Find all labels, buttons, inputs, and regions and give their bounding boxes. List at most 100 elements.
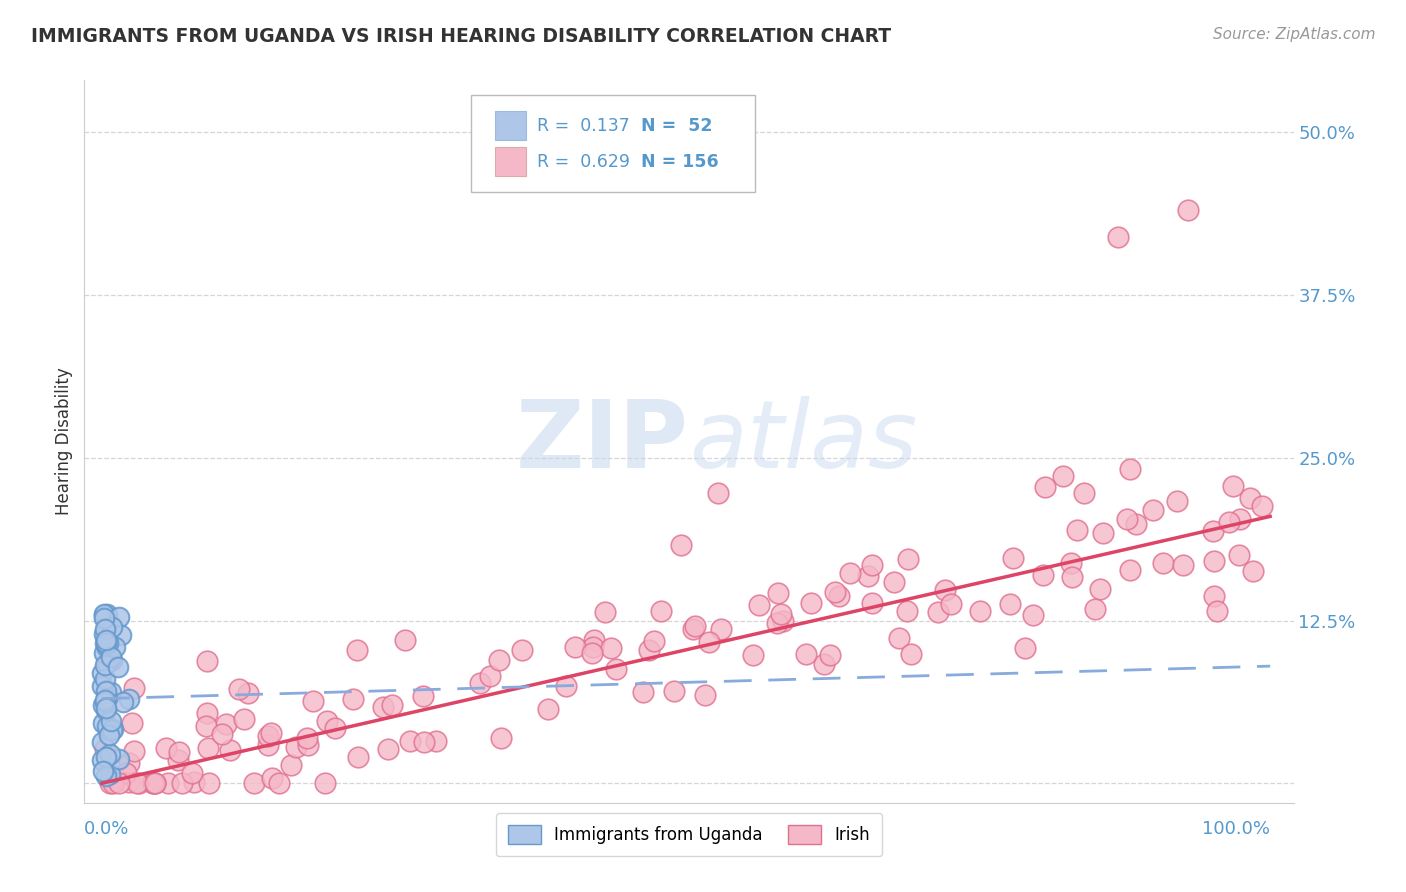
Point <box>394 633 416 648</box>
Point <box>104 640 127 654</box>
Point <box>839 566 862 580</box>
Point <box>1202 554 1225 568</box>
Point <box>110 628 132 642</box>
Point <box>399 734 422 748</box>
Point <box>1166 493 1188 508</box>
Point <box>302 694 325 708</box>
Point <box>800 596 823 610</box>
Point <box>236 686 259 700</box>
Point <box>94 636 117 650</box>
Point <box>170 776 193 790</box>
Legend: Immigrants from Uganda, Irish: Immigrants from Uganda, Irish <box>496 814 882 856</box>
Point <box>94 750 117 764</box>
Point <box>316 714 339 728</box>
Point <box>555 679 578 693</box>
Point <box>232 712 254 726</box>
Point <box>98 767 121 781</box>
Point <box>103 776 125 790</box>
Point <box>111 695 134 709</box>
Text: Source: ZipAtlas.com: Source: ZipAtlas.com <box>1212 27 1375 42</box>
Point <box>280 758 302 772</box>
Point <box>860 596 883 610</box>
Point <box>323 721 346 735</box>
Point <box>1084 601 1107 615</box>
Point <box>91 753 114 767</box>
Point <box>1177 203 1199 218</box>
Point <box>183 775 205 789</box>
Point <box>710 622 733 636</box>
Point <box>1033 480 1056 494</box>
Point <box>96 703 118 717</box>
Point <box>1202 524 1225 538</box>
Point <box>195 654 218 668</box>
Point <box>122 681 145 695</box>
Point <box>824 585 846 599</box>
Point <box>284 740 307 755</box>
Point <box>91 715 114 730</box>
Point <box>195 706 218 720</box>
Point <box>101 652 124 666</box>
Point <box>93 646 115 660</box>
Text: R =  0.629: R = 0.629 <box>537 153 630 171</box>
Point <box>593 605 616 619</box>
Point <box>103 722 125 736</box>
Point <box>257 738 280 752</box>
Point <box>537 702 560 716</box>
Point <box>856 569 879 583</box>
Point <box>101 772 124 787</box>
Point <box>219 743 242 757</box>
Point <box>121 715 143 730</box>
Point <box>94 692 117 706</box>
Point <box>115 765 138 780</box>
Point <box>198 776 221 790</box>
Point <box>381 698 404 713</box>
Point <box>98 728 121 742</box>
Point <box>1173 558 1195 573</box>
Point <box>181 766 204 780</box>
Point <box>96 684 118 698</box>
Point <box>91 764 114 778</box>
Point <box>93 611 115 625</box>
Point <box>342 692 364 706</box>
Point <box>969 604 991 618</box>
Point <box>142 776 165 790</box>
Point <box>1091 525 1114 540</box>
Point <box>1000 597 1022 611</box>
Point <box>257 730 280 744</box>
Point <box>108 776 131 790</box>
Point <box>1206 604 1229 618</box>
Point <box>94 695 117 709</box>
Point <box>96 636 118 650</box>
Point <box>748 598 770 612</box>
Point <box>371 699 394 714</box>
Point <box>98 747 121 761</box>
Point <box>166 753 188 767</box>
Point <box>1119 461 1142 475</box>
Point <box>1204 589 1226 603</box>
Point <box>794 647 817 661</box>
Point <box>669 538 692 552</box>
Point <box>94 769 117 783</box>
Point <box>883 575 905 590</box>
Point <box>125 776 148 790</box>
Point <box>107 752 129 766</box>
Point <box>1142 503 1164 517</box>
Point <box>1002 550 1025 565</box>
Point <box>1218 515 1240 529</box>
Point <box>683 619 706 633</box>
Point <box>662 684 685 698</box>
Point <box>117 691 139 706</box>
Point <box>828 590 851 604</box>
Point <box>242 776 264 790</box>
Y-axis label: Hearing Disability: Hearing Disability <box>55 368 73 516</box>
Point <box>583 633 606 648</box>
Point <box>93 627 115 641</box>
Point <box>581 646 603 660</box>
Point <box>118 756 141 770</box>
Point <box>228 682 250 697</box>
Point <box>643 634 665 648</box>
FancyBboxPatch shape <box>495 147 526 177</box>
Point <box>96 607 118 621</box>
Text: N =  52: N = 52 <box>641 117 711 135</box>
Text: 0.0%: 0.0% <box>84 820 129 838</box>
